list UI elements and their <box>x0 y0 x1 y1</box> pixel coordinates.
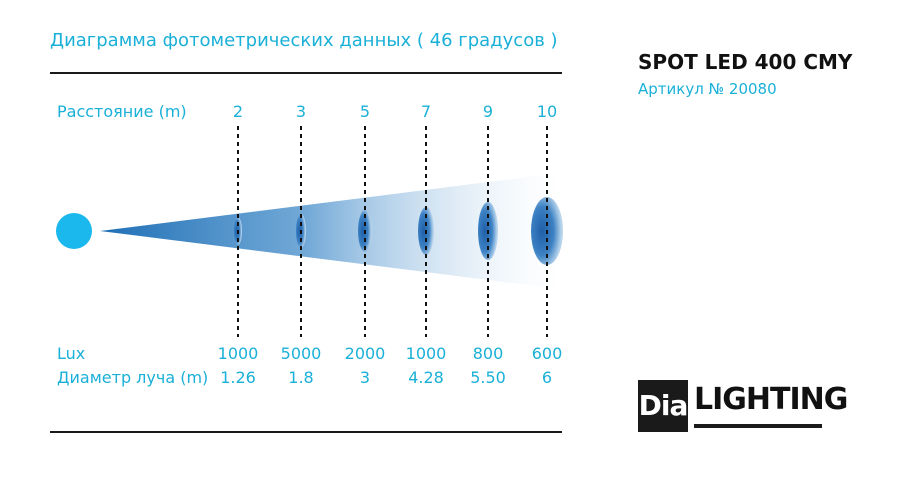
diameter-value: 4.28 <box>408 368 444 387</box>
diameter-value: 5.50 <box>470 368 506 387</box>
lux-row-label: Lux <box>57 344 86 363</box>
lux-value: 5000 <box>280 344 322 363</box>
distance-value: 3 <box>295 102 307 121</box>
diameter-value: 1.8 <box>288 368 314 387</box>
article-number: Артикул № 20080 <box>638 80 777 98</box>
logo-dia-box: Dia <box>638 380 688 432</box>
diameter-value: 1.26 <box>220 368 256 387</box>
lux-value: 600 <box>531 344 563 363</box>
distance-value: 10 <box>536 102 558 121</box>
bottom-divider <box>50 431 562 433</box>
diameter-row-label: Диаметр луча (m) <box>57 368 209 387</box>
lux-value: 1000 <box>217 344 259 363</box>
lux-value: 2000 <box>344 344 386 363</box>
light-source-dot-icon <box>56 213 92 249</box>
diameter-value: 6 <box>541 368 553 387</box>
product-name: SPOT LED 400 CMY <box>638 50 853 74</box>
top-divider <box>50 72 562 74</box>
distance-value: 2 <box>232 102 244 121</box>
logo-lighting-text: LIGHTING <box>694 382 848 417</box>
lux-value: 1000 <box>405 344 447 363</box>
distance-value: 5 <box>359 102 371 121</box>
lux-value: 800 <box>472 344 504 363</box>
dia-lighting-logo: Dia LIGHTING <box>638 380 848 432</box>
distance-value: 9 <box>482 102 494 121</box>
light-beam-cone <box>100 173 560 289</box>
logo-underline <box>694 424 822 428</box>
chart-title: Диаграмма фотометрических данных ( 46 гр… <box>50 30 558 51</box>
distance-row-label: Расстояние (m) <box>57 102 187 121</box>
diameter-value: 3 <box>359 368 371 387</box>
distance-value: 7 <box>420 102 432 121</box>
